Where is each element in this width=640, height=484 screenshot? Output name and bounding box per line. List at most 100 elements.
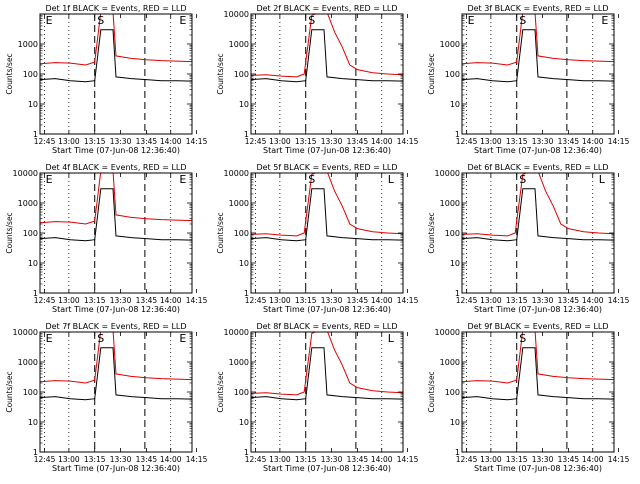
x-tick-label: 13:45	[347, 137, 369, 146]
series-lld-line	[40, 14, 192, 66]
x-tick-label: 14:00	[371, 296, 393, 305]
x-tick-label: 14:00	[582, 455, 604, 464]
x-tick-label: 14:15	[186, 296, 208, 305]
y-tick-label: 1	[455, 130, 460, 139]
mode-marker-e: E	[179, 332, 186, 345]
x-tick-label: 12:45	[245, 296, 267, 305]
panel-title: Det 5f BLACK = Events, RED = LLD	[256, 163, 397, 172]
y-axis-label: Counts/sec	[427, 371, 436, 412]
y-tick-label: 10	[450, 259, 460, 268]
mode-marker-e: E	[179, 14, 186, 27]
y-tick-label: 1	[455, 448, 460, 457]
x-tick-label: 14:00	[160, 455, 182, 464]
x-tick-label: 14:15	[397, 137, 419, 146]
series-lld-line	[251, 173, 403, 237]
x-tick-label: 12:45	[456, 137, 478, 146]
y-axis-label: Counts/sec	[427, 212, 436, 253]
mode-marker-e: E	[601, 14, 608, 27]
series-events-line	[40, 347, 192, 401]
x-tick-label: 12:45	[34, 137, 56, 146]
mode-marker-l: L	[388, 173, 395, 186]
y-tick-label: 10000	[13, 169, 38, 178]
panel-7: Det 7f BLACK = Events, RED = LLD 1 10 100 10…	[5, 322, 208, 473]
panel-6: Det 6f BLACK = Events, RED = LLD 1 10 100 10…	[427, 163, 630, 314]
x-tick-label: 12:45	[456, 296, 478, 305]
mode-marker-s: S	[308, 173, 315, 186]
x-tick-label: 13:45	[347, 296, 369, 305]
x-tick-label: 13:30	[321, 137, 343, 146]
x-tick-label: 14:00	[371, 455, 393, 464]
x-tick-label: 13:45	[558, 137, 580, 146]
x-tick-label: 13:30	[532, 455, 554, 464]
x-tick-label: 13:45	[136, 296, 158, 305]
y-tick-label: 100	[445, 229, 460, 238]
y-tick-label: 10	[239, 259, 249, 268]
mode-marker-e: E	[179, 173, 186, 186]
x-tick-label: 13:00	[58, 296, 80, 305]
series-events-line	[251, 29, 403, 83]
x-tick-label: 13:00	[480, 137, 502, 146]
mode-marker-s: S	[519, 173, 526, 186]
y-tick-label: 100	[234, 70, 249, 79]
mode-marker-e: E	[46, 14, 53, 27]
series-events-line	[40, 29, 192, 83]
x-axis-label: Start Time (07-Jun-08 12:36:40)	[263, 305, 391, 314]
x-tick-label: 12:45	[245, 455, 267, 464]
series-lld-line	[251, 332, 403, 396]
x-tick-label: 14:15	[608, 296, 630, 305]
x-tick-label: 13:00	[269, 137, 291, 146]
y-tick-label: 10	[450, 100, 460, 109]
y-axis-label: Counts/sec	[427, 53, 436, 94]
y-tick-label: 10000	[224, 169, 249, 178]
panel-title: Det 4f BLACK = Events, RED = LLD	[45, 163, 186, 172]
x-tick-label: 13:30	[321, 296, 343, 305]
y-tick-label: 10	[239, 100, 249, 109]
y-tick-label: 100	[234, 388, 249, 397]
panel-8: Det 8f BLACK = Events, RED = LLD 1 10 100 10…	[216, 322, 419, 473]
y-tick-label: 10000	[435, 328, 460, 337]
mode-marker-s: S	[519, 14, 526, 27]
mode-marker-s: S	[97, 332, 104, 345]
panel-title: Det 6f BLACK = Events, RED = LLD	[467, 163, 608, 172]
y-tick-label: 1000	[440, 199, 460, 208]
y-axis-label: Counts/sec	[5, 53, 14, 94]
y-tick-label: 100	[23, 388, 38, 397]
x-axis-label: Start Time (07-Jun-08 12:36:40)	[474, 464, 602, 473]
x-tick-label: 13:15	[84, 137, 106, 146]
x-tick-label: 12:45	[456, 455, 478, 464]
series-events-line	[251, 347, 403, 401]
panel-4: Det 4f BLACK = Events, RED = LLD 1 10 100 10…	[5, 163, 208, 314]
y-tick-label: 1000	[440, 40, 460, 49]
mode-marker-l: L	[388, 332, 395, 345]
y-axis-label: Counts/sec	[216, 53, 225, 94]
x-tick-label: 13:00	[269, 455, 291, 464]
x-tick-label: 13:30	[110, 455, 132, 464]
x-tick-label: 13:15	[506, 137, 528, 146]
panel-title: Det 1f BLACK = Events, RED = LLD	[45, 4, 186, 13]
x-axis-label: Start Time (07-Jun-08 12:36:40)	[52, 305, 180, 314]
x-tick-label: 13:45	[558, 296, 580, 305]
mode-marker-e: E	[46, 332, 53, 345]
y-tick-label: 1	[33, 289, 38, 298]
x-tick-label: 13:15	[295, 296, 317, 305]
x-tick-label: 14:15	[397, 455, 419, 464]
x-tick-label: 13:45	[347, 455, 369, 464]
mode-marker-s: S	[308, 14, 315, 27]
x-axis-label: Start Time (07-Jun-08 12:36:40)	[52, 464, 180, 473]
x-tick-label: 13:15	[84, 296, 106, 305]
x-tick-label: 13:00	[480, 296, 502, 305]
x-tick-label: 14:15	[186, 455, 208, 464]
x-tick-label: 13:00	[58, 455, 80, 464]
y-tick-label: 10	[239, 418, 249, 427]
x-tick-label: 13:45	[558, 455, 580, 464]
x-axis-label: Start Time (07-Jun-08 12:36:40)	[52, 146, 180, 155]
panel-title: Det 8f BLACK = Events, RED = LLD	[256, 322, 397, 331]
series-events-line	[40, 188, 192, 242]
panel-3: Det 3f BLACK = Events, RED = LLD 1 10 100 10…	[427, 4, 630, 155]
y-axis-label: Counts/sec	[216, 371, 225, 412]
y-tick-label: 100	[23, 70, 38, 79]
y-tick-label: 10000	[435, 169, 460, 178]
y-tick-label: 100	[23, 229, 38, 238]
y-tick-label: 10	[450, 418, 460, 427]
